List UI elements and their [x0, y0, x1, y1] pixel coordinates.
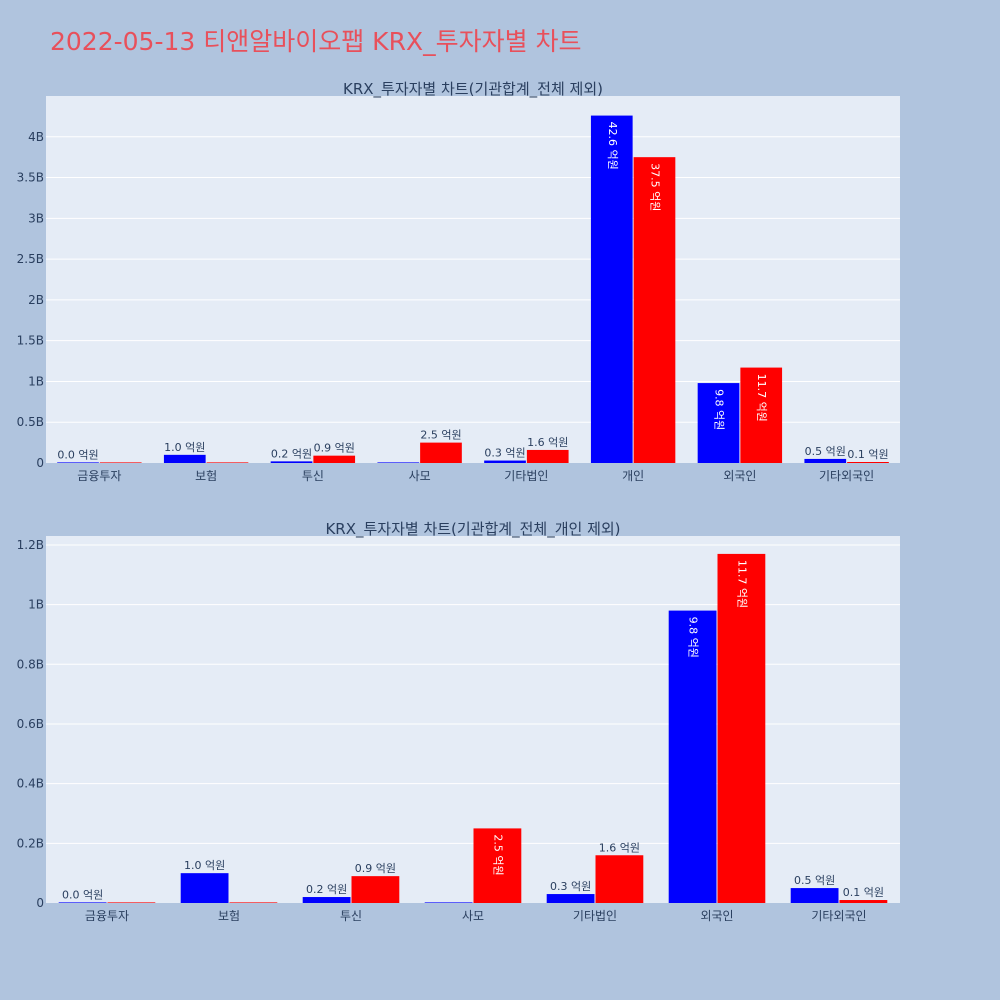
bar-series1 — [790, 888, 839, 903]
bar-series1 — [58, 902, 107, 903]
bar-series1 — [377, 462, 420, 463]
y-tick-label: 0 — [36, 896, 44, 910]
data-label: 9.8 억원 — [713, 389, 726, 430]
y-tick-label: 0.5B — [17, 415, 44, 429]
data-label: 0.2 억원 — [306, 883, 347, 896]
y-tick-label: 0 — [36, 456, 44, 470]
data-label: 0.9 억원 — [314, 442, 355, 455]
y-tick-label: 0.6B — [17, 717, 44, 731]
x-tick-label: 사모 — [409, 469, 431, 483]
data-label: 0.5 억원 — [794, 874, 835, 887]
x-tick-label: 투신 — [302, 469, 324, 483]
bar-series1 — [302, 897, 351, 903]
data-label: 11.7 억원 — [735, 560, 748, 608]
x-tick-label: 외국인 — [723, 469, 756, 483]
data-label: 1.0 억원 — [164, 441, 205, 454]
bar-series1 — [697, 383, 740, 463]
y-tick-label: 4B — [28, 130, 44, 144]
bar-series1 — [57, 462, 99, 463]
bar-series1 — [424, 902, 473, 903]
bar-series2 — [473, 828, 522, 903]
data-label: 37.5 억원 — [648, 163, 661, 211]
x-tick-label: 기타외국인 — [811, 909, 866, 923]
data-label: 0.3 억원 — [550, 880, 591, 893]
x-tick-label: 투신 — [340, 909, 362, 923]
bar-series1 — [590, 115, 633, 463]
data-label: 11.7 억원 — [755, 374, 768, 422]
x-tick-label: 기타법인 — [573, 909, 617, 923]
bar-series2 — [351, 876, 400, 903]
data-label: 0.9 억원 — [355, 862, 396, 875]
bar-series1 — [270, 461, 313, 463]
data-label: 9.8 억원 — [687, 617, 700, 658]
bar-series1 — [180, 873, 229, 903]
x-tick-label: 보험 — [218, 909, 240, 923]
chart-bottom: 0 0.2B 0.4B 0.6B 0.8B 1B 1.2B KRX_투자자별 차트(기관합계_… — [17, 520, 900, 923]
data-label: 1.6 억원 — [527, 436, 568, 449]
x-tick-label: 보험 — [195, 469, 217, 483]
plot-area — [46, 536, 900, 903]
bar-series2 — [717, 553, 766, 903]
bar-series2 — [526, 449, 569, 463]
x-tick-label: 금융투자 — [85, 909, 129, 923]
y-tick-label: 1.2B — [17, 538, 44, 552]
bar-series2 — [633, 157, 676, 463]
x-tick-label: 개인 — [622, 469, 644, 483]
y-tick-label: 3B — [28, 211, 44, 225]
bar-series2 — [99, 462, 142, 463]
chart-title: KRX_투자자별 차트(기관합계_전체_개인 제외) — [325, 520, 620, 539]
data-label: 0.1 억원 — [843, 886, 884, 899]
y-tick-label: 0.2B — [17, 836, 44, 850]
x-tick-label: 기타외국인 — [819, 469, 874, 483]
bar-series1 — [163, 454, 206, 463]
x-tick-label: 기타법인 — [504, 469, 548, 483]
data-label: 0.5 억원 — [805, 445, 846, 458]
y-tick-label: 1B — [28, 598, 44, 612]
bar-series1 — [546, 894, 595, 903]
y-tick-label: 1B — [28, 374, 44, 388]
y-tick-label: 2.5B — [17, 252, 44, 266]
data-label: 0.1 억원 — [847, 448, 888, 461]
data-label: 2.5 억원 — [491, 834, 504, 875]
data-label: 1.6 억원 — [599, 841, 640, 854]
bar-series2 — [740, 367, 783, 463]
y-tick-label: 1.5B — [17, 334, 44, 348]
bar-series2 — [420, 442, 462, 463]
bar-series1 — [668, 610, 717, 903]
bar-series2 — [313, 455, 356, 463]
data-label: 0.0 억원 — [62, 888, 103, 901]
x-tick-label: 사모 — [462, 909, 484, 923]
y-tick-label: 0.8B — [17, 657, 44, 671]
bar-series2 — [206, 462, 249, 463]
bar-series2 — [107, 902, 156, 903]
data-label: 0.2 억원 — [271, 447, 312, 460]
x-tick-label: 금융투자 — [77, 469, 121, 483]
bar-series2 — [847, 462, 889, 463]
y-tick-label: 0.4B — [17, 777, 44, 791]
bar-series2 — [229, 902, 278, 903]
data-label: 0.3 억원 — [484, 447, 525, 460]
y-tick-label: 2B — [28, 293, 44, 307]
y-tick-label: 3.5B — [17, 171, 44, 185]
data-label: 1.0 억원 — [184, 859, 225, 872]
bar-series2 — [595, 855, 644, 903]
data-label: 0.0 억원 — [57, 448, 98, 461]
data-label: 2.5 억원 — [420, 429, 461, 442]
bar-series2 — [839, 900, 888, 903]
chart-title: KRX_투자자별 차트(기관합계_전체 제외) — [343, 80, 603, 99]
x-tick-label: 외국인 — [700, 909, 733, 923]
chart-top: 0 0.5B 1B 1.5B 2B 2.5B 3B 3.5B 4B KRX_투자자별 차트(기관합… — [17, 80, 900, 483]
page-title: 2022-05-13 티앤알바이오팹 KRX_투자자별 차트 — [50, 27, 582, 56]
bar-series1 — [804, 458, 847, 463]
data-label: 42.6 억원 — [606, 122, 619, 170]
bar-series1 — [484, 460, 526, 463]
